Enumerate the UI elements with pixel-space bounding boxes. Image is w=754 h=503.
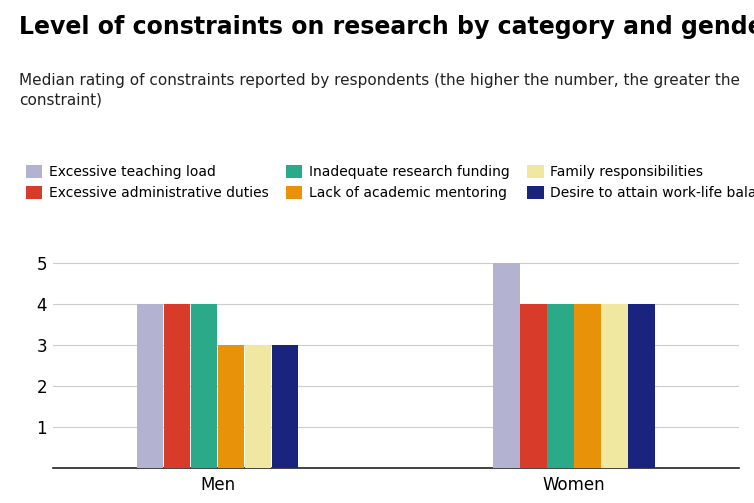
Bar — [271, 345, 298, 468]
Legend: Excessive teaching load, Excessive administrative duties, Inadequate research fu: Excessive teaching load, Excessive admin… — [26, 165, 754, 200]
Bar — [547, 304, 574, 468]
Bar — [520, 304, 547, 468]
Bar — [494, 263, 520, 468]
Bar — [137, 304, 164, 468]
Bar — [245, 345, 271, 468]
Bar — [602, 304, 628, 468]
Text: Level of constraints on research by category and gender: Level of constraints on research by cate… — [19, 15, 754, 39]
Bar — [575, 304, 601, 468]
Bar — [218, 345, 244, 468]
Bar — [628, 304, 654, 468]
Bar — [164, 304, 190, 468]
Text: Median rating of constraints reported by respondents (the higher the number, the: Median rating of constraints reported by… — [19, 73, 740, 108]
Bar — [191, 304, 217, 468]
